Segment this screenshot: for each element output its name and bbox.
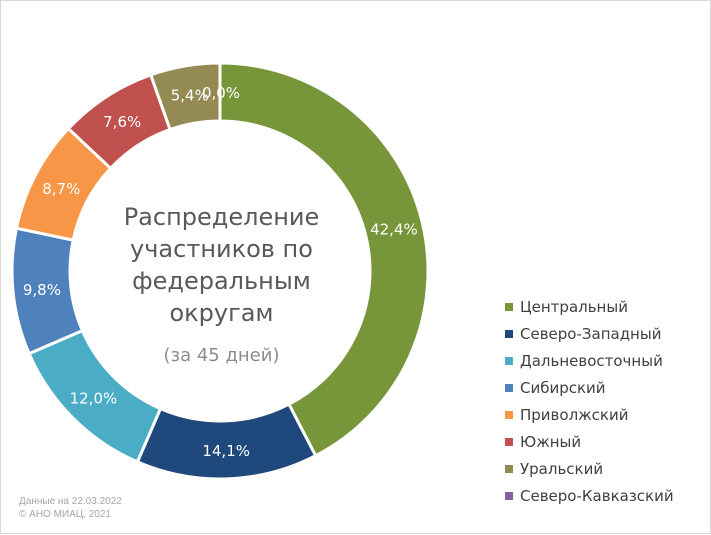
copyright: © АНО МИАЦ, 2021 [19, 509, 111, 520]
legend-item-3: Сибирский [505, 374, 674, 401]
slice-label-0: 42,4% [370, 221, 418, 239]
legend-swatch [505, 410, 513, 419]
legend-label: Центральный [520, 297, 628, 316]
slice-label-4: 8,7% [42, 180, 80, 198]
data-date: Данные на 22.03.2022 [19, 496, 122, 507]
legend-swatch [505, 437, 513, 446]
legend-item-4: Приволжский [505, 401, 674, 428]
slice-label-5: 7,6% [103, 113, 141, 131]
chart-subtitle: (за 45 дней) [163, 345, 280, 366]
legend-label: Приволжский [520, 405, 629, 424]
legend-label: Северо-Западный [520, 324, 662, 343]
slice-label-2: 12,0% [70, 390, 118, 408]
donut-slice-6 [148, 61, 222, 132]
legend-item-5: Южный [505, 428, 674, 455]
legend-item-6: Уральский [505, 455, 674, 482]
legend-item-1: Северо-Западный [505, 320, 674, 347]
footer: Данные на 22.03.2022 © АНО МИАЦ, 2021 [19, 495, 122, 521]
legend-swatch [505, 383, 513, 392]
legend-item-7: Северо-Кавказский [505, 482, 674, 509]
slice-label-3: 9,8% [23, 281, 61, 299]
legend-swatch [505, 302, 513, 311]
slice-label-6: 5,4% [171, 87, 209, 105]
legend-label: Сибирский [520, 378, 606, 397]
chart-title: Распределение участников по федеральным … [123, 203, 320, 327]
legend-label: Южный [520, 432, 582, 451]
legend-item-2: Дальневосточный [505, 347, 674, 374]
legend: Центральный Северо-Западный Дальневосточны… [505, 293, 674, 509]
legend-item-0: Центральный [505, 293, 674, 320]
slice-label-1: 14,1% [202, 442, 250, 460]
legend-label: Дальневосточный [520, 351, 663, 370]
legend-label: Уральский [520, 459, 604, 478]
legend-swatch [505, 491, 513, 500]
legend-label: Северо-Кавказский [520, 486, 674, 505]
legend-swatch [505, 464, 513, 473]
legend-swatch [505, 329, 513, 338]
slice-label-7: 0,0% [202, 84, 240, 102]
legend-swatch [505, 356, 513, 365]
donut-slice-0 [218, 61, 430, 458]
